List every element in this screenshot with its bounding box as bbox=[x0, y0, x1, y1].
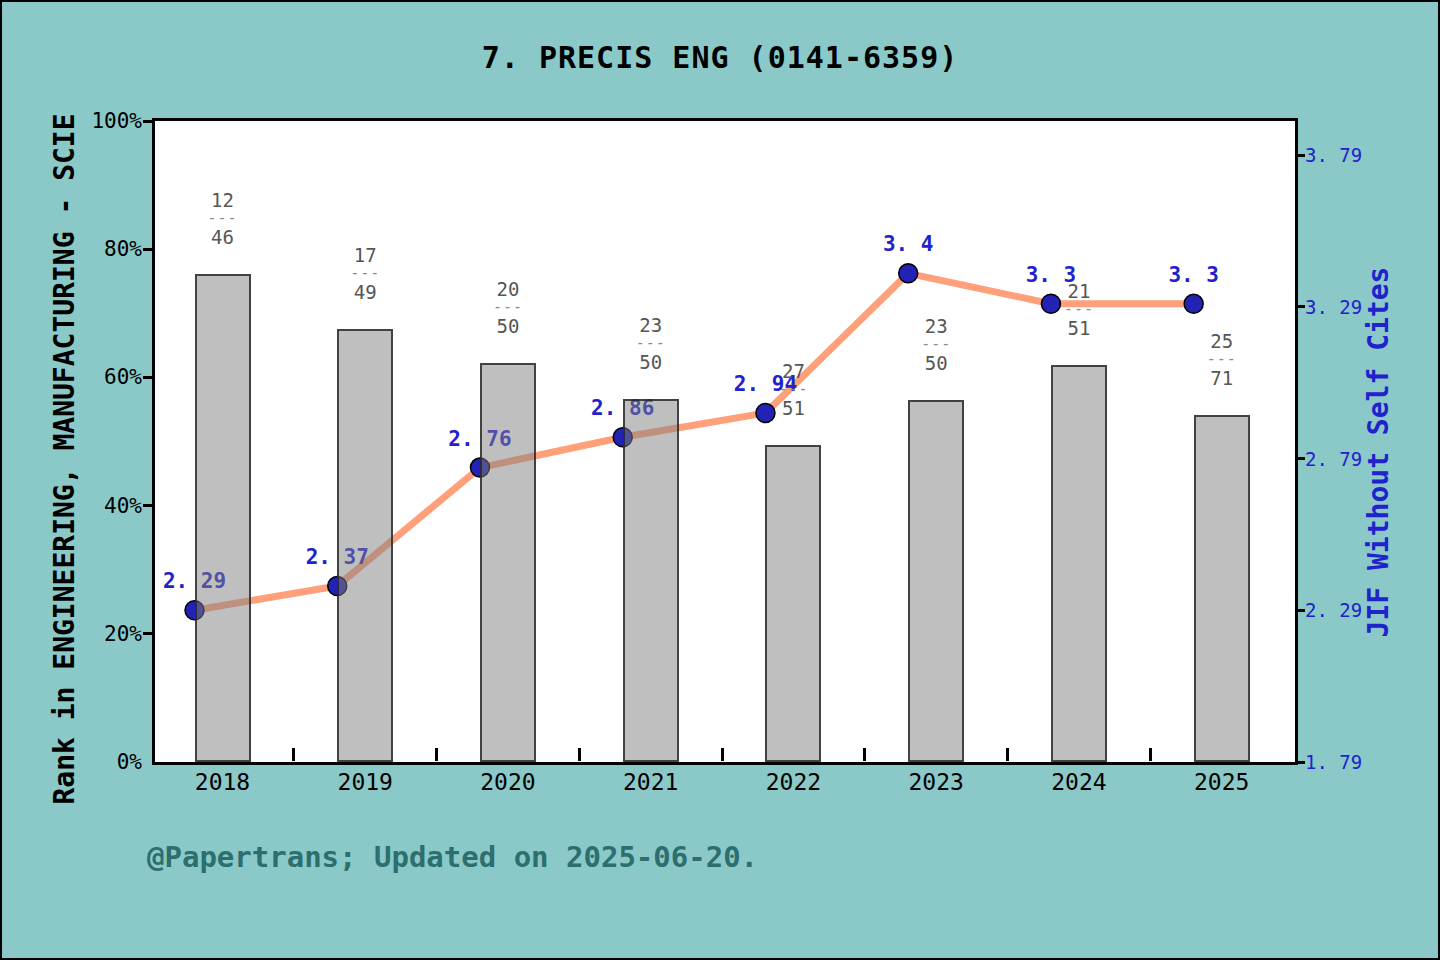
rank-fraction-separator: --- bbox=[871, 337, 1001, 352]
rank-fraction-denominator: 46 bbox=[158, 226, 288, 248]
rank-fraction-label: 23---50 bbox=[586, 314, 716, 373]
y-axis-left-tick-label: 0% bbox=[2, 749, 142, 775]
rank-fraction-numerator: 23 bbox=[586, 314, 716, 336]
rank-fraction-numerator: 21 bbox=[1014, 280, 1144, 302]
y-axis-left-tick-label: 80% bbox=[2, 236, 142, 262]
jif-value-label: 3. 4 bbox=[833, 232, 983, 256]
x-axis-year-label: 2023 bbox=[866, 769, 1006, 795]
rank-fraction-label: 20---50 bbox=[443, 278, 573, 337]
rank-fraction-separator: --- bbox=[300, 266, 430, 281]
x-axis-year-label: 2022 bbox=[723, 769, 863, 795]
y-axis-right-tick-mark bbox=[1298, 305, 1305, 308]
rank-fraction-separator: --- bbox=[1157, 352, 1287, 367]
y-axis-right-tick-mark bbox=[1298, 761, 1305, 764]
rank-fraction-denominator: 50 bbox=[443, 315, 573, 337]
x-axis-year-label: 2018 bbox=[153, 769, 293, 795]
y-axis-right-tick-label: 3. 29 bbox=[1305, 295, 1362, 319]
rank-fraction-denominator: 50 bbox=[586, 351, 716, 373]
x-axis-minor-tick-mark bbox=[1149, 748, 1152, 761]
rank-fraction-numerator: 20 bbox=[443, 278, 573, 300]
y-axis-left-tick-label: 40% bbox=[2, 493, 142, 519]
x-axis-minor-tick-mark bbox=[578, 748, 581, 761]
rank-fraction-denominator: 49 bbox=[300, 281, 430, 303]
x-axis-minor-tick-mark bbox=[292, 748, 295, 761]
rank-percentile-bar bbox=[195, 274, 251, 762]
right-axis-title: JIF Without Self Cites bbox=[1362, 267, 1395, 638]
rank-fraction-label: 25---71 bbox=[1157, 330, 1287, 389]
rank-percentile-bar bbox=[765, 445, 821, 762]
rank-fraction-numerator: 12 bbox=[158, 189, 288, 211]
left-axis-title: Rank in ENGINEERING, MANUFACTURING - SCI… bbox=[48, 113, 81, 804]
y-axis-left-tick-mark bbox=[143, 120, 152, 123]
rank-percentile-bar bbox=[1051, 365, 1107, 762]
y-axis-left-tick-mark bbox=[143, 504, 152, 507]
rank-fraction-numerator: 17 bbox=[300, 244, 430, 266]
rank-fraction-label: 12---46 bbox=[158, 189, 288, 248]
rank-fraction-separator: --- bbox=[158, 211, 288, 226]
y-axis-right-tick-label: 1. 79 bbox=[1305, 750, 1362, 774]
x-axis-minor-tick-mark bbox=[721, 748, 724, 761]
x-axis-year-label: 2020 bbox=[438, 769, 578, 795]
rank-fraction-denominator: 50 bbox=[871, 352, 1001, 374]
x-axis-year-label: 2019 bbox=[295, 769, 435, 795]
y-axis-left-tick-mark bbox=[143, 248, 152, 251]
y-axis-left-tick-label: 20% bbox=[2, 621, 142, 647]
rank-fraction-numerator: 25 bbox=[1157, 330, 1287, 352]
rank-percentile-bar bbox=[623, 399, 679, 762]
y-axis-right-tick-mark bbox=[1298, 609, 1305, 612]
rank-fraction-label: 17---49 bbox=[300, 244, 430, 303]
rank-fraction-denominator: 71 bbox=[1157, 367, 1287, 389]
y-axis-right-tick-label: 2. 29 bbox=[1305, 598, 1362, 622]
rank-percentile-bar bbox=[1194, 415, 1250, 762]
rank-fraction-numerator: 23 bbox=[871, 315, 1001, 337]
x-axis-year-label: 2021 bbox=[581, 769, 721, 795]
y-axis-right-tick-label: 2. 79 bbox=[1305, 447, 1362, 471]
y-axis-right-tick-mark bbox=[1298, 457, 1305, 460]
chart-canvas: 7. PRECIS ENG (0141-6359) Rank in ENGINE… bbox=[0, 0, 1440, 960]
chart-title: 7. PRECIS ENG (0141-6359) bbox=[2, 40, 1438, 75]
rank-fraction-separator: --- bbox=[443, 300, 573, 315]
rank-fraction-numerator: 27 bbox=[728, 360, 858, 382]
rank-fraction-separator: --- bbox=[1014, 302, 1144, 317]
rank-fraction-separator: --- bbox=[728, 382, 858, 397]
rank-fraction-separator: --- bbox=[586, 336, 716, 351]
y-axis-right-tick-label: 3. 79 bbox=[1305, 143, 1362, 167]
rank-fraction-label: 23---50 bbox=[871, 315, 1001, 374]
x-axis-year-label: 2025 bbox=[1152, 769, 1292, 795]
x-axis-minor-tick-mark bbox=[863, 748, 866, 761]
x-axis-minor-tick-mark bbox=[1006, 748, 1009, 761]
y-axis-right-tick-mark bbox=[1298, 154, 1305, 157]
rank-percentile-bar bbox=[480, 363, 536, 762]
rank-percentile-bar bbox=[337, 329, 393, 762]
rank-fraction-label: 21---51 bbox=[1014, 280, 1144, 339]
y-axis-left-tick-label: 60% bbox=[2, 364, 142, 390]
x-axis-minor-tick-mark bbox=[435, 748, 438, 761]
y-axis-left-tick-label: 100% bbox=[2, 108, 142, 134]
y-axis-left-tick-mark bbox=[143, 632, 152, 635]
rank-fraction-denominator: 51 bbox=[728, 397, 858, 419]
watermark-text: @Papertrans; Updated on 2025-06-20. bbox=[147, 840, 758, 874]
rank-fraction-denominator: 51 bbox=[1014, 317, 1144, 339]
plot-area bbox=[152, 118, 1298, 765]
rank-percentile-bar bbox=[908, 400, 964, 762]
y-axis-left-tick-mark bbox=[143, 376, 152, 379]
x-axis-year-label: 2024 bbox=[1009, 769, 1149, 795]
rank-fraction-label: 27---51 bbox=[728, 360, 858, 419]
